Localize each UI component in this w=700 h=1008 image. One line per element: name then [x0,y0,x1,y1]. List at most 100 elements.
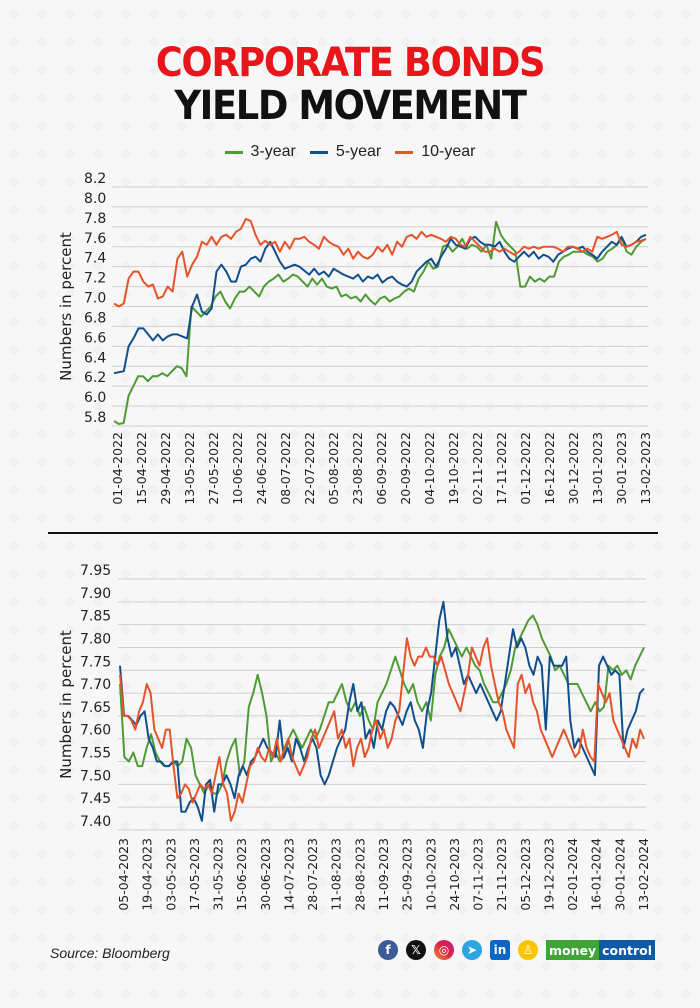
title-line-1: CORPORATE BONDS [155,40,546,86]
legend-label-5-year: 5-year [335,143,382,160]
x-tick-label: 23-08-2022 [350,432,365,505]
chart-legend: 3-year 5-year 10-year [0,143,700,161]
x-tick-label: 02-11-2022 [470,432,485,505]
y-tick-label: 7.70 [80,677,111,693]
series-line-5-year [113,233,647,375]
x-tick-label: 21-11-2023 [494,838,509,911]
x-tick-label: 24-06-2022 [254,432,269,505]
legend-swatch-10-year [395,150,414,154]
series-line-10-year [113,217,647,308]
x-tick-label: 17-11-2022 [494,432,509,505]
x-tick-label: 30-12-2022 [566,432,581,505]
x-tick-label: 25-09-2023 [400,838,415,911]
telegram-icon[interactable]: ➤ [462,940,482,960]
y-tick-label: 6.0 [84,390,106,406]
x-tick-label: 28-07-2023 [305,838,320,911]
y-tick-label: 7.6 [84,231,106,247]
x-tick-label: 01-12-2022 [518,432,533,505]
x-tick-label: 31-05-2023 [211,838,226,911]
y-tick-label: 5.8 [84,410,106,426]
instagram-icon[interactable]: ◎ [434,940,454,960]
legend-item-10-year: 10-year [395,143,475,161]
x-tick-label: 13-02-2023 [638,432,653,505]
y-axis-title: Numbers in percent [57,232,75,381]
y-axis-title: Numbers in percent [57,630,75,779]
x-tick-label: 19-12-2023 [541,838,556,911]
x-tick-label: 05-04-2023 [116,838,131,911]
y-tick-label: 7.80 [80,631,111,647]
x-tick-label: 16-01-2024 [589,838,604,911]
y-tick-label: 7.4 [84,251,106,267]
brand-part-2: control [599,940,656,960]
series-line-5-year [119,600,645,822]
y-tick-label: 7.8 [84,211,106,227]
x-tick-label: 13-02-2024 [636,838,651,911]
snapchat-icon[interactable]: ♙ [518,940,538,960]
x-tick-label: 22-07-2022 [302,432,317,505]
source-note: Source: Bloomberg [50,945,170,961]
chart-separator [48,532,658,534]
x-tick-label: 16-12-2022 [542,432,557,505]
y-tick-label: 7.75 [80,654,111,670]
x-tick-label: 02-01-2024 [565,838,580,911]
legend-label-3-year: 3-year [250,143,296,160]
x-tick-label: 13-01-2023 [590,432,605,505]
y-tick-label: 7.60 [80,723,111,739]
chart-2023-2024: 7.95 7.90 7.85 7.80 7.75 7.70 7.65 7.60 7.55 7.50… [57,563,651,911]
x-tick-label: 08-07-2022 [278,432,293,505]
x-tick-label: 30-06-2023 [258,838,273,911]
linkedin-icon[interactable]: in [490,940,510,960]
page-title: CORPORATE BONDS YIELD MOVEMENT [0,42,700,128]
x-tick-label: 06-09-2022 [374,432,389,505]
x-tick-label: 01-04-2022 [110,432,125,505]
y-tick-label: 6.6 [84,330,106,346]
x-tick-label: 10-06-2022 [230,432,245,505]
x-tick-label: 30-01-2023 [614,432,629,505]
x-tick-label: 04-10-2022 [422,432,437,505]
y-tick-label: 7.90 [80,586,111,602]
x-tick-label: 15-04-2022 [134,432,149,505]
x-tick-label: 24-10-2023 [447,838,462,911]
legend-item-5-year: 5-year [309,143,382,161]
y-tick-label: 7.50 [80,768,111,784]
legend-item-3-year: 3-year [224,143,296,161]
y-tick-label: 6.4 [84,350,106,366]
x-icon[interactable]: 𝕏 [406,940,426,960]
series-line-3-year [119,614,645,795]
y-tick-label: 7.45 [80,791,111,807]
x-tick-label: 11-09-2023 [376,838,391,911]
y-tick-label: 6.8 [84,310,106,326]
y-tick-label: 8.2 [84,171,106,187]
y-tick-label: 6.2 [84,370,106,386]
y-tick-label: 7.55 [80,746,111,762]
x-tick-label: 07-11-2023 [471,838,486,911]
chart-2022-2023: 8.2 8.0 7.8 7.6 7.4 7.2 7.0 6.8 6.6 6.4 6.2 6.0 5.8 N… [57,171,653,505]
x-tick-label: 14-07-2023 [281,838,296,911]
moneycontrol-logo: money control [546,940,656,960]
x-tick-label: 29-04-2022 [158,432,173,505]
x-tick-label: 17-05-2023 [187,838,202,911]
x-tick-label: 27-05-2022 [206,432,221,505]
y-tick-label: 8.0 [84,191,106,207]
x-tick-label: 15-06-2023 [234,838,249,911]
y-tick-label: 7.2 [84,271,106,287]
facebook-icon[interactable]: f [378,940,398,960]
x-tick-label: 11-08-2023 [329,838,344,911]
series-line-10-year [119,637,645,822]
x-tick-label: 03-05-2023 [163,838,178,911]
brand-part-1: money [546,940,600,960]
legend-swatch-5-year [309,150,328,154]
x-tick-label: 10-10-2023 [423,838,438,911]
x-tick-label: 28-08-2023 [352,838,367,911]
x-tick-label: 30-01-2024 [612,838,627,911]
x-tick-label: 20-09-2022 [398,432,413,505]
series-line-3-year [113,220,647,425]
legend-label-10-year: 10-year [421,143,476,160]
y-tick-label: 7.95 [80,563,111,579]
x-tick-label: 05-12-2023 [518,838,533,911]
y-tick-label: 7.65 [80,700,111,716]
y-tick-label: 7.0 [84,291,106,307]
title-line-2: YIELD MOVEMENT [174,83,527,129]
footer-icons: f 𝕏 ◎ ➤ in ♙ money control [378,940,656,960]
